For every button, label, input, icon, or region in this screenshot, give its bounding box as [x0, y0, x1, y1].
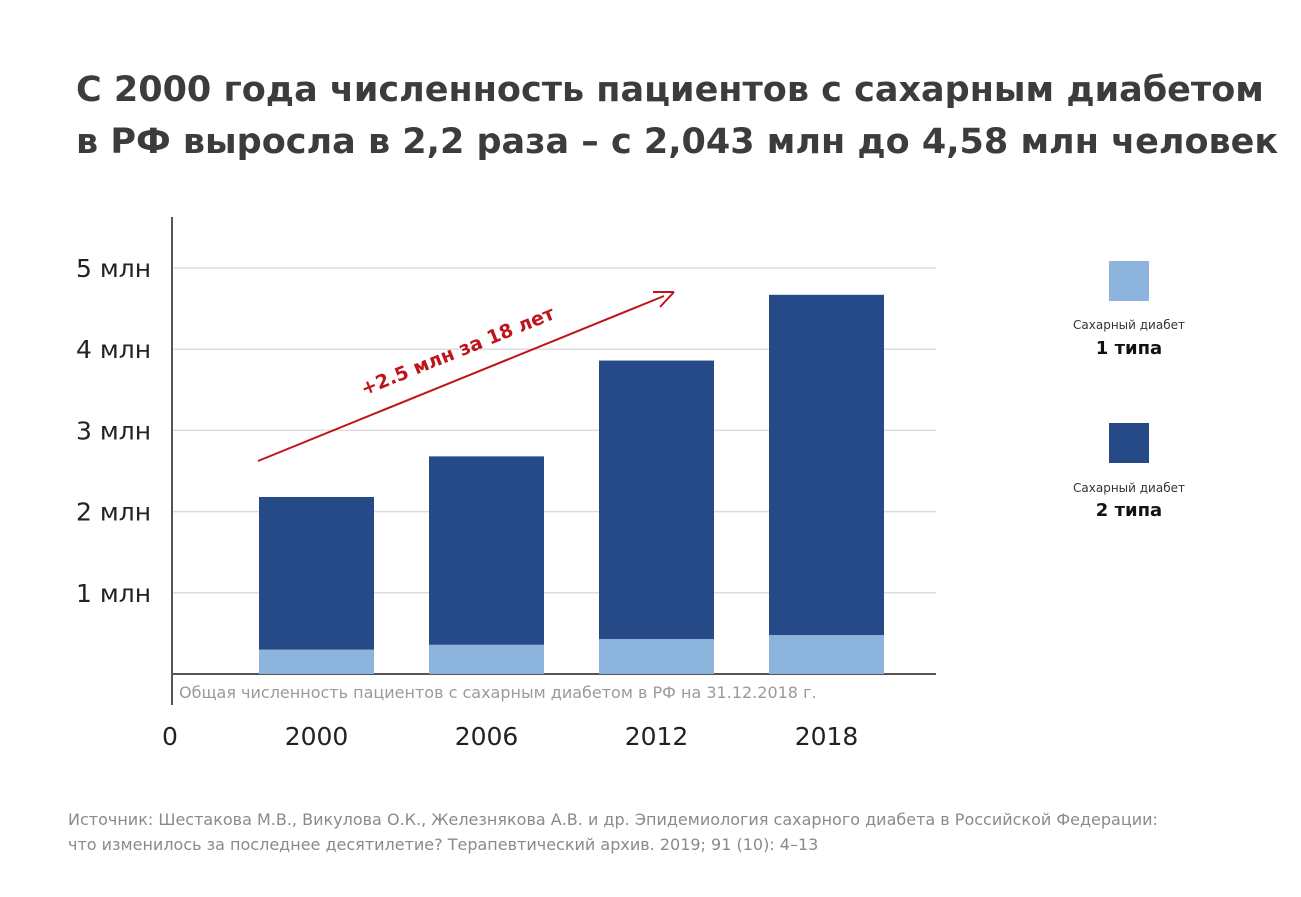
y-tick-label: 1 млн [76, 579, 151, 608]
source-note: Источник: Шестакова М.В., Викулова О.К.,… [68, 807, 1248, 857]
legend-label-type2-small: Сахарный диабет [1073, 481, 1185, 495]
trend-arrow-head [653, 291, 675, 308]
y-tick-label: 5 млн [76, 254, 151, 283]
bar-2018-type1 [769, 635, 884, 674]
y-tick-label: 4 млн [76, 335, 151, 364]
x-tick-label-2000: 2000 [285, 722, 349, 751]
bar-2018-type2 [769, 294, 884, 636]
page-title: С 2000 года численность пациентов с саха… [76, 64, 1286, 168]
source-line-1: Источник: Шестакова М.В., Викулова О.К.,… [68, 810, 1158, 829]
trend-arrow-line [257, 295, 665, 462]
title-line-2: в РФ выросла в 2,2 раза – с 2,043 млн до… [76, 122, 1279, 162]
y-origin-label: 0 [162, 722, 178, 751]
x-tick-label-2012: 2012 [625, 722, 689, 751]
bar-2012-type2 [599, 360, 714, 640]
bar-2000-type1 [259, 649, 374, 674]
x-axis-caption: Общая численность пациентов с сахарным д… [179, 683, 817, 702]
y-tick-label: 2 млн [76, 498, 151, 527]
legend-swatch-type2 [1109, 423, 1149, 463]
source-line-2: что изменилось за последнее десятилетие?… [68, 835, 819, 854]
bar-2006-type1 [429, 644, 544, 674]
x-tick-label-2006: 2006 [455, 722, 519, 751]
legend-label-type1-small: Сахарный диабет [1073, 318, 1185, 332]
title-line-1: С 2000 года численность пациентов с саха… [76, 70, 1264, 110]
bar-2000-type2 [259, 496, 374, 650]
bar-2006-type2 [429, 456, 544, 645]
y-tick-label: 3 млн [76, 416, 151, 445]
legend-label-type1-big: 1 типа [1095, 338, 1163, 359]
bar-2012-type1 [599, 639, 714, 674]
legend-label-type2-big: 2 типа [1095, 500, 1163, 521]
x-tick-label-2018: 2018 [795, 722, 859, 751]
legend-swatch-type1 [1109, 261, 1149, 301]
